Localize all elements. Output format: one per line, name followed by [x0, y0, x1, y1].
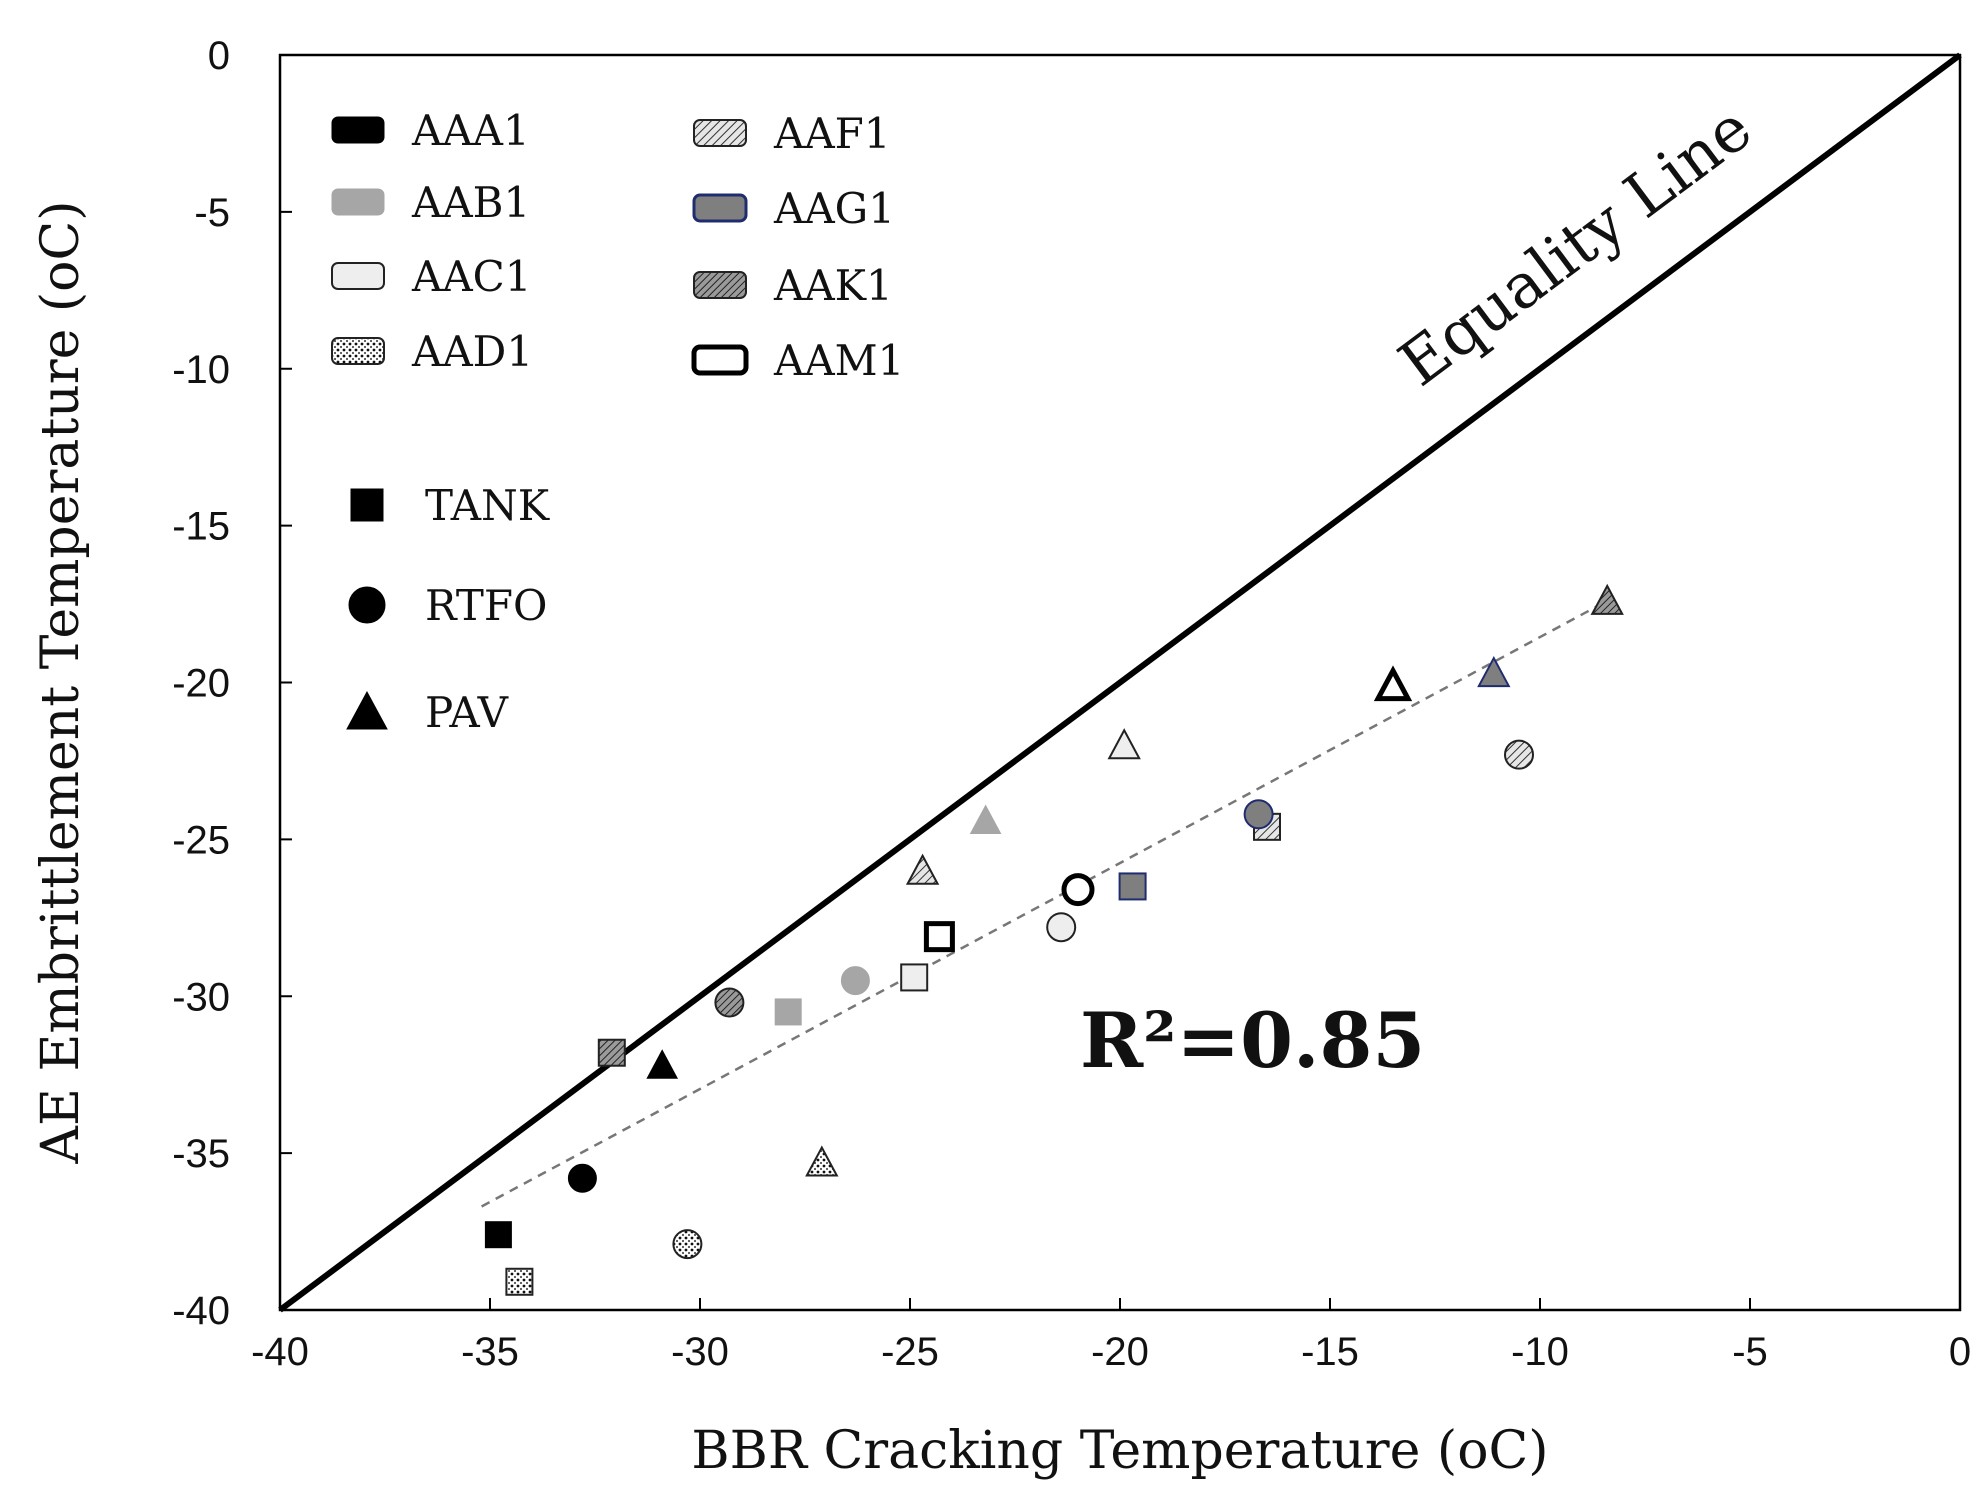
- r-squared-label: R²=0.85: [1080, 996, 1425, 1085]
- y-tick-label: -20: [172, 662, 230, 706]
- data-point-aac1-tank: [900, 963, 929, 992]
- data-point-aam1-pav: [1373, 665, 1413, 702]
- legend-aging-states: TANK RTFO PAV: [346, 481, 551, 737]
- legend-swatch-aaa1: [331, 116, 385, 144]
- data-point-aac1-rtfo: [1046, 912, 1077, 943]
- legend-swatch-aad1: [331, 337, 385, 365]
- x-tick-label: -30: [671, 1330, 729, 1374]
- data-point-aac1-pav: [1107, 728, 1141, 760]
- y-tick-label: -15: [172, 505, 230, 549]
- data-point-aak1-pav: [1590, 583, 1624, 615]
- x-tick-label: -10: [1511, 1330, 1569, 1374]
- legend-marker-tank: [350, 488, 384, 522]
- data-point-aaa1-pav: [646, 1049, 679, 1079]
- y-axis: 0 -5 -10 -15 -20 -25 -30 -35 -40: [172, 34, 292, 1333]
- legend-swatch-aab1: [331, 188, 385, 216]
- x-tick-label: -40: [251, 1330, 309, 1374]
- data-point-aaf1-pav: [905, 853, 940, 885]
- legend-label-aab1: AAB1: [411, 178, 530, 227]
- x-tick-label: -25: [881, 1330, 939, 1374]
- y-tick-label: -40: [172, 1289, 230, 1333]
- data-point-aad1-tank: [505, 1267, 534, 1296]
- y-axis-title: AE Embrittlement Temperature (oC): [31, 200, 91, 1164]
- y-tick-label: -30: [172, 975, 230, 1019]
- data-point-aak1-rtfo: [714, 987, 745, 1018]
- data-point-aag1-rtfo: [1243, 799, 1274, 830]
- legend-label-aam1: AAM1: [773, 336, 904, 385]
- y-tick-label: -10: [172, 348, 230, 392]
- x-axis: -40 -35 -30 -25 -20 -15 -10 -5 0: [251, 1298, 1971, 1374]
- x-tick-label: -15: [1301, 1330, 1359, 1374]
- x-tick-label: -35: [461, 1330, 519, 1374]
- data-point-aad1-rtfo: [672, 1229, 703, 1260]
- legend-materials: AAA1 AAB1 AAC1 AAD1 AAF1 AAG1 AAK1 AAM1: [331, 106, 904, 385]
- x-tick-label: -5: [1732, 1330, 1768, 1374]
- legend-label-aaa1: AAA1: [411, 106, 530, 155]
- y-tick-label: -35: [172, 1132, 230, 1176]
- legend-marker-rtfo: [348, 586, 386, 624]
- data-point-aam1-tank: [923, 921, 955, 953]
- y-tick-label: -5: [194, 191, 230, 235]
- data-point-aak1-tank: [597, 1038, 626, 1067]
- x-tick-label: -20: [1091, 1330, 1149, 1374]
- y-tick-label: 0: [208, 34, 230, 78]
- legend-swatch-aag1: [692, 193, 748, 223]
- data-point-aam1-rtfo: [1061, 873, 1095, 907]
- legend-label-rtfo: RTFO: [425, 581, 547, 630]
- legend-label-aaf1: AAF1: [773, 109, 891, 158]
- data-point-aaa1-rtfo: [567, 1163, 597, 1193]
- legend-label-aag1: AAG1: [773, 184, 895, 233]
- data-points: [484, 583, 1624, 1296]
- equality-line: [278, 52, 1962, 1313]
- legend-label-tank: TANK: [425, 481, 551, 530]
- trend-line: [481, 599, 1608, 1208]
- data-point-aag1-tank: [1118, 872, 1147, 901]
- data-point-aab1-tank: [774, 998, 802, 1026]
- data-point-aag1-pav: [1477, 655, 1511, 688]
- legend-swatch-aaf1: [693, 119, 747, 147]
- legend-swatch-aac1: [331, 262, 385, 290]
- data-point-aad1-pav: [805, 1145, 839, 1177]
- legend-swatch-aam1: [691, 344, 749, 376]
- legend-swatch-aak1: [693, 271, 747, 299]
- legend-label-aac1: AAC1: [411, 252, 532, 301]
- legend-label-aak1: AAK1: [773, 261, 893, 310]
- legend-label-pav: PAV: [425, 688, 509, 737]
- data-point-aab1-pav: [969, 804, 1002, 835]
- legend-label-aad1: AAD1: [411, 327, 533, 376]
- y-tick-label: -25: [172, 818, 230, 862]
- data-point-aaa1-tank: [484, 1221, 512, 1249]
- legend-marker-pav: [346, 690, 388, 730]
- data-point-aaf1-rtfo: [1504, 739, 1534, 770]
- x-axis-title: BBR Cracking Temperature (oC): [691, 1421, 1548, 1481]
- x-tick-label: 0: [1949, 1330, 1971, 1374]
- data-point-aab1-rtfo: [840, 966, 870, 996]
